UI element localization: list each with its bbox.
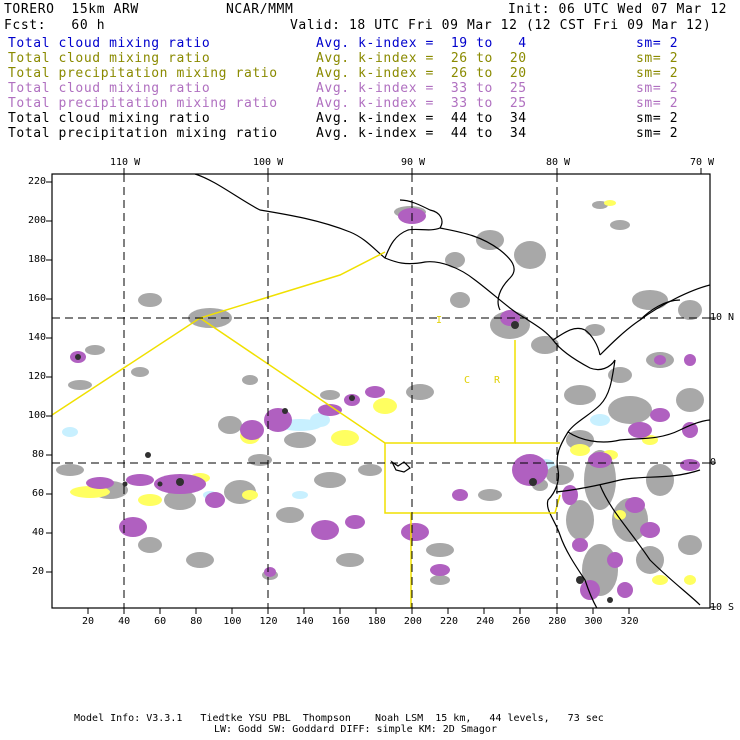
legend-field: Total precipitation mixing ratio <box>8 66 278 81</box>
x-tick-label: 40 <box>118 616 131 627</box>
y-tick-label: 180 <box>28 254 47 265</box>
legend-kindex: Avg. k-index = 26 to 20 <box>316 51 527 66</box>
y-tick-label: 60 <box>31 488 44 499</box>
init-time: Init: 06 UTC Wed 07 Mar 12 <box>508 2 728 17</box>
x-tick-label: 280 <box>548 616 567 627</box>
yellow-boundaries <box>52 251 561 608</box>
x-tick-label: 60 <box>154 616 167 627</box>
lat-label-10n: 10 N <box>710 312 735 323</box>
valid-time: Valid: 18 UTC Fri 09 Mar 12 (12 CST Fri … <box>290 18 712 33</box>
legend-sm: sm= 2 <box>636 81 679 96</box>
map-label-r: R <box>494 375 501 386</box>
x-tick-label: 160 <box>331 616 350 627</box>
legend-sm: sm= 2 <box>636 36 679 51</box>
legend-kindex: Avg. k-index = 19 to 4 <box>316 36 527 51</box>
forecast-hour: Fcst: 60 h <box>4 18 106 33</box>
legend-sm: sm= 2 <box>636 51 679 66</box>
org-label: NCAR/MMM <box>226 2 294 17</box>
y-tick-label: 220 <box>28 176 47 187</box>
y-tick-label: 160 <box>28 293 47 304</box>
y-tick-label: 200 <box>28 215 47 226</box>
lat-label-0: 0 <box>710 457 717 468</box>
x-tick-label: 300 <box>584 616 603 627</box>
x-tick-label: 140 <box>295 616 314 627</box>
legend-field: Total cloud mixing ratio <box>8 111 211 126</box>
x-tick-label: 240 <box>476 616 495 627</box>
legend-sm: sm= 2 <box>636 126 679 141</box>
x-tick-label: 260 <box>512 616 531 627</box>
gray-cloud-areas <box>56 201 704 596</box>
x-tick-label: 180 <box>367 616 386 627</box>
model-title: TORERO 15km ARW <box>4 2 139 17</box>
legend-field: Total precipitation mixing ratio <box>8 126 278 141</box>
map-frame <box>51 173 711 609</box>
map-label-c: C <box>464 375 470 386</box>
model-info: Model Info: V3.3.1 Tiedtke YSU PBL Thomp… <box>74 713 604 724</box>
lon-label-100w: 100 W <box>253 157 284 168</box>
legend-kindex: Avg. k-index = 33 to 25 <box>316 96 527 111</box>
legend-sm: sm= 2 <box>636 96 679 111</box>
legend-kindex: Avg. k-index = 44 to 34 <box>316 111 527 126</box>
y-tick-label: 20 <box>31 566 44 577</box>
x-tick-label: 200 <box>403 616 422 627</box>
coastlines <box>194 174 710 608</box>
legend-kindex: Avg. k-index = 44 to 34 <box>316 126 527 141</box>
legend-field: Total cloud mixing ratio <box>8 36 211 51</box>
map-fields <box>52 174 710 608</box>
legend-field: Total precipitation mixing ratio <box>8 96 278 111</box>
y-tick-label: 40 <box>31 527 44 538</box>
magenta-precip-areas <box>70 208 700 600</box>
legend-kindex: Avg. k-index = 33 to 25 <box>316 81 527 96</box>
legend-field: Total cloud mixing ratio <box>8 51 211 66</box>
model-physics: LW: Godd SW: Goddard DIFF: simple KM: 2D… <box>214 724 497 735</box>
tick-marks <box>46 168 716 614</box>
y-tick-label: 140 <box>28 332 47 343</box>
legend-sm: sm= 2 <box>636 111 679 126</box>
lon-label-90w: 90 W <box>401 157 426 168</box>
yellow-precip-areas <box>70 200 696 585</box>
x-tick-label: 100 <box>223 616 242 627</box>
x-tick-label: 220 <box>439 616 459 627</box>
x-tick-label: 80 <box>190 616 203 627</box>
y-tick-label: 80 <box>31 449 44 460</box>
latlon-grid <box>52 174 710 608</box>
y-tick-label: 120 <box>28 371 47 382</box>
map-label-i: I <box>436 315 442 326</box>
lon-label-70w: 70 W <box>690 157 715 168</box>
lon-label-110w: 110 W <box>110 157 141 168</box>
lat-label-10s: 10 S <box>710 602 735 613</box>
y-tick-label: 100 <box>28 410 47 421</box>
x-tick-label: 320 <box>620 616 639 627</box>
x-tick-label: 120 <box>259 616 278 627</box>
x-tick-label: 20 <box>81 616 95 627</box>
legend-kindex: Avg. k-index = 26 to 20 <box>316 66 527 81</box>
dark-convective-cores <box>75 321 613 603</box>
lon-label-80w: 80 W <box>546 157 571 168</box>
legend-sm: sm= 2 <box>636 66 679 81</box>
legend-field: Total cloud mixing ratio <box>8 81 211 96</box>
